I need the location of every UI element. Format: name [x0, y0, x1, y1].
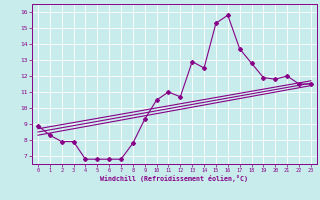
X-axis label: Windchill (Refroidissement éolien,°C): Windchill (Refroidissement éolien,°C) [100, 175, 248, 182]
